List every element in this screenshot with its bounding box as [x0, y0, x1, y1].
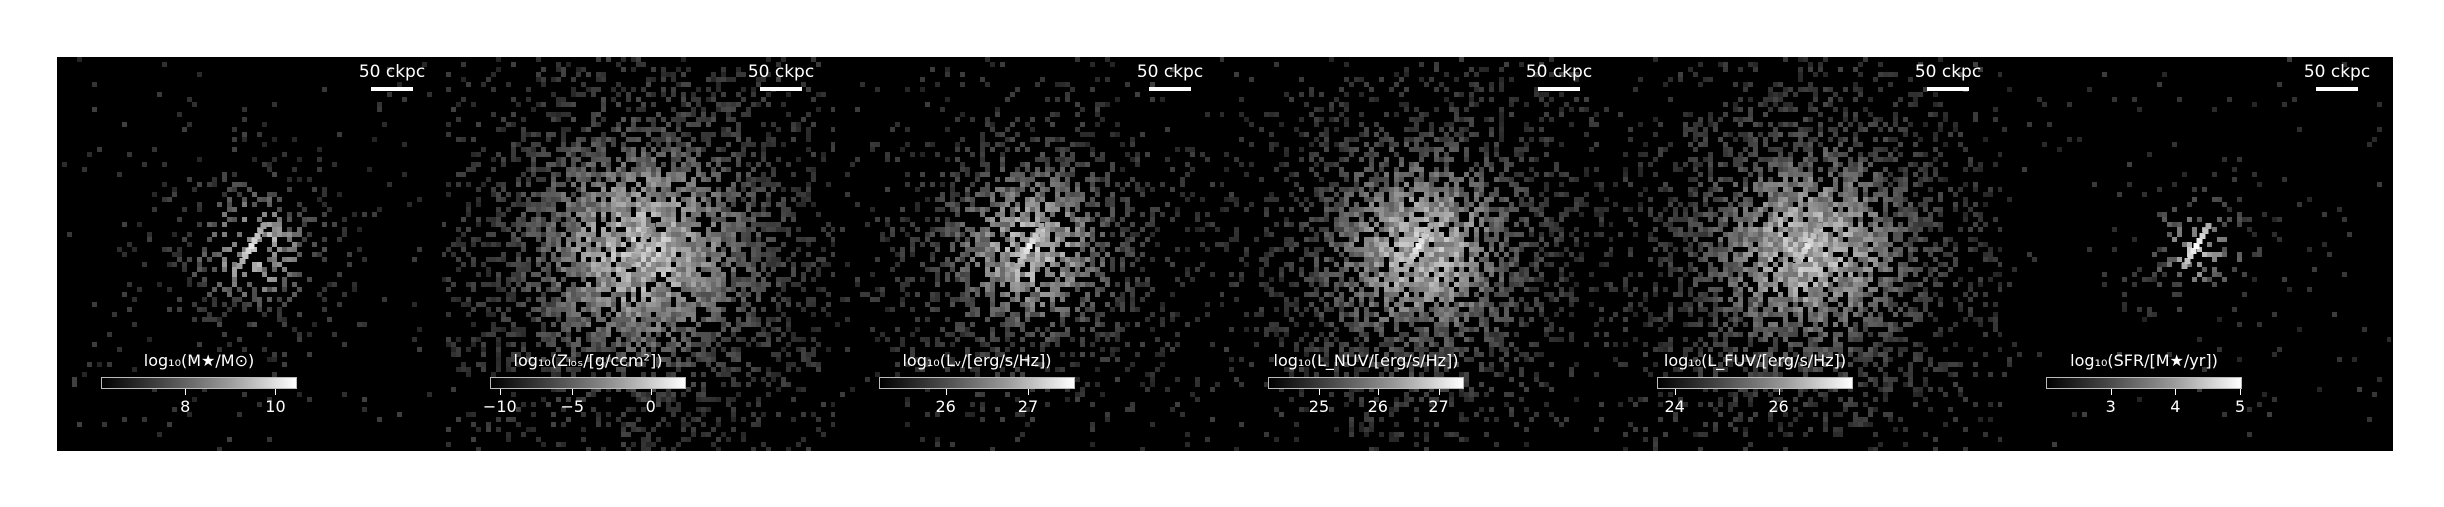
colorbar-tick-label: 26	[1768, 397, 1789, 416]
scale-bar-line	[2316, 87, 2358, 91]
colorbar-tick	[1027, 389, 1029, 395]
density-map-nuv-luminosity	[1224, 57, 1613, 451]
colorbar-tick-label: −10	[482, 397, 517, 416]
colorbar-tick-label: 3	[2105, 397, 2116, 416]
colorbar-gradient	[1268, 377, 1464, 389]
colorbar-tick	[1674, 389, 1676, 395]
density-map-metallicity	[446, 57, 835, 451]
scale-bar-label: 50 ckpc	[2303, 62, 2371, 82]
colorbar-label: log₁₀(M★/M⊙)	[143, 351, 255, 370]
scale-bar-line	[760, 87, 802, 91]
colorbar-label: log₁₀(SFR/[M★/yr])	[2070, 351, 2218, 370]
scale-bar: 50 ckpc	[1519, 62, 1599, 91]
colorbar-tick-label: 27	[1017, 397, 1039, 416]
colorbar-tick	[2175, 389, 2177, 395]
colorbar-tick	[1438, 389, 1440, 395]
scale-bar: 50 ckpc	[2297, 62, 2377, 91]
panel-stellar-mass: 50 ckpc log₁₀(M★/M⊙) 8 10	[57, 57, 446, 451]
scale-bar-label: 50 ckpc	[1525, 62, 1593, 82]
scale-bar-label: 50 ckpc	[358, 62, 426, 82]
colorbar-tick-label: −5	[560, 397, 585, 416]
colorbar-tick	[275, 389, 277, 395]
scale-bar-line	[1149, 87, 1191, 91]
colorbar-gradient	[2046, 377, 2242, 389]
colorbar-tick	[185, 389, 187, 395]
colorbar-gradient	[490, 377, 686, 389]
density-map-v-luminosity	[835, 57, 1224, 451]
panel-fuv-luminosity: 50 ckpc log₁₀(L_FUV/[erg/s/Hz]) 24 26	[1613, 57, 2002, 451]
colorbar-label: log₁₀(Lᵥ/[erg/s/Hz])	[902, 351, 1052, 370]
scale-bar: 50 ckpc	[1130, 62, 1210, 91]
colorbar-tick-label: 26	[1367, 397, 1388, 416]
colorbar-tick	[945, 389, 947, 395]
panel-star-formation-rate: 50 ckpc log₁₀(SFR/[M★/yr]) 3 4 5	[2002, 57, 2391, 451]
scale-bar: 50 ckpc	[741, 62, 821, 91]
panel-v-luminosity: 50 ckpc log₁₀(Lᵥ/[erg/s/Hz]) 26 27	[835, 57, 1224, 451]
colorbar-tick-label: 0	[645, 397, 656, 416]
colorbar-gradient	[879, 377, 1075, 389]
colorbar-tick-label: 27	[1428, 397, 1449, 416]
colorbar-tick-label: 8	[180, 397, 191, 416]
colorbar-tick	[1318, 389, 1320, 395]
colorbar-gradient	[101, 377, 297, 389]
density-map-stellar-mass	[62, 57, 446, 451]
colorbar-tick-label: 25	[1308, 397, 1330, 416]
density-map-fuv-luminosity	[1613, 57, 2002, 451]
colorbar-label: log₁₀(Zₗₒₛ/[g/ccm²])	[513, 351, 663, 370]
colorbar-tick	[572, 389, 574, 395]
image-strip: 50 ckpc log₁₀(M★/M⊙) 8 10 50 ckpc log₁₀(Zₗₒₛ/…	[57, 57, 2393, 451]
colorbar-label: log₁₀(L_FUV/[erg/s/Hz])	[1663, 351, 1847, 370]
scale-bar: 50 ckpc	[1908, 62, 1988, 91]
colorbar-tick	[1377, 389, 1379, 395]
colorbar-tick-label: 26	[935, 397, 956, 416]
colorbar-tick	[2240, 389, 2242, 395]
colorbar-gradient	[1657, 377, 1853, 389]
colorbar-tick	[2110, 389, 2112, 395]
scale-bar-label: 50 ckpc	[747, 62, 815, 82]
panel-metallicity: 50 ckpc log₁₀(Zₗₒₛ/[g/ccm²]) −10 −5 0	[446, 57, 835, 451]
colorbar-tick-label: 10	[265, 397, 286, 416]
scale-bar-line	[1538, 87, 1580, 91]
scale-bar-line	[371, 87, 413, 91]
colorbar-tick-label: 24	[1664, 397, 1685, 416]
scale-bar-line	[1927, 87, 1969, 91]
scale-bar-label: 50 ckpc	[1914, 62, 1982, 82]
colorbar-tick-label: 4	[2170, 397, 2181, 416]
colorbar-tick	[1778, 389, 1780, 395]
panel-nuv-luminosity: 50 ckpc log₁₀(L_NUV/[erg/s/Hz]) 25 26 27	[1224, 57, 1613, 451]
colorbar-tick-label: 5	[2234, 397, 2246, 416]
colorbar-tick	[650, 389, 652, 395]
scale-bar-label: 50 ckpc	[1136, 62, 1204, 82]
scale-bar: 50 ckpc	[352, 62, 432, 91]
density-map-star-formation-rate	[2002, 57, 2391, 447]
colorbar-tick	[499, 389, 501, 395]
colorbar-label: log₁₀(L_NUV/[erg/s/Hz])	[1273, 351, 1459, 370]
